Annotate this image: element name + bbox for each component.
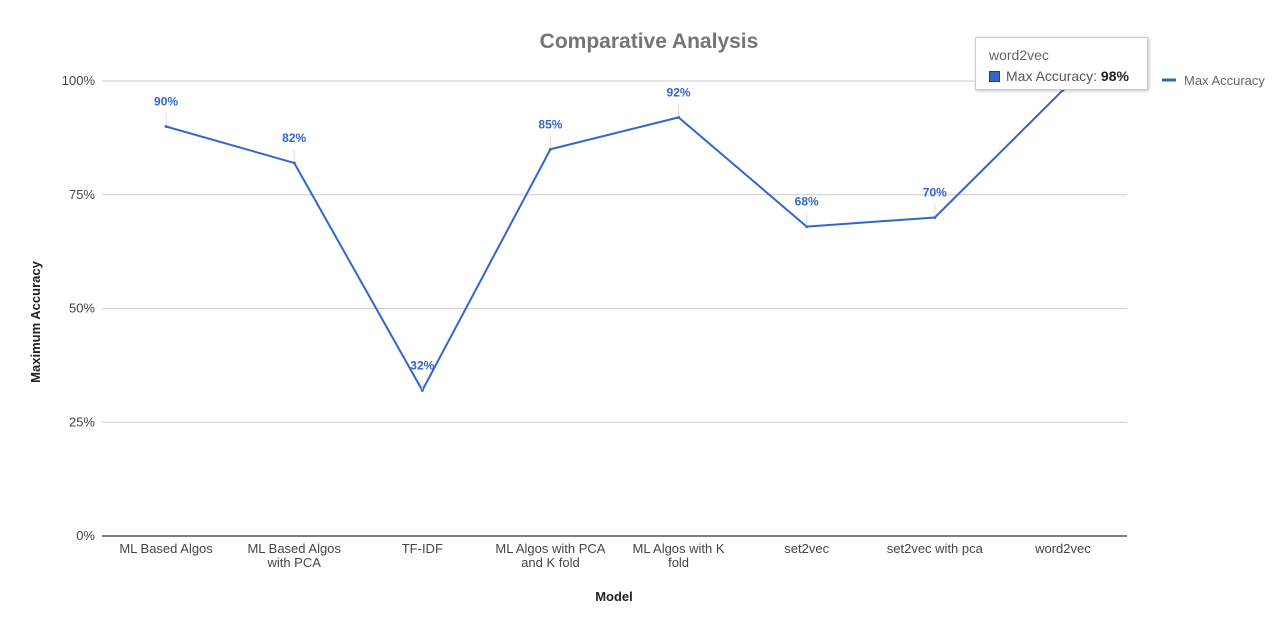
x-tick-label: word2vec [1034, 541, 1091, 556]
gridlines [102, 80, 1127, 537]
y-tick-label: 0% [76, 528, 95, 543]
data-label: 68% [795, 195, 819, 209]
legend-label: Max Accuracy [1184, 73, 1265, 88]
data-point [164, 125, 168, 128]
data-label: 82% [282, 131, 306, 145]
data-labels: 90% 82% 32% 85% 92% 68% 70% [154, 85, 947, 390]
x-tick-label: set2vec [784, 541, 829, 556]
tooltip-title: word2vec [989, 47, 1049, 63]
tooltip-series-label: Max Accuracy [1006, 68, 1094, 84]
legend-swatch-icon [1162, 78, 1176, 82]
tooltip: word2vec Max Accuracy: 98% [975, 37, 1148, 90]
series-line [165, 89, 1064, 392]
data-point [933, 216, 937, 219]
x-axis-ticks: ML Based Algos ML Based Algos with PCA TF-I… [119, 541, 1091, 570]
legend[interactable]: Max Accuracy [1162, 73, 1265, 88]
data-label: 70% [923, 186, 947, 200]
data-label: 92% [667, 85, 691, 99]
data-point [805, 225, 809, 229]
data-label: 32% [410, 358, 434, 372]
data-point [677, 115, 681, 119]
x-tick-label: ML Algos with PCA and K fold [495, 541, 605, 570]
series-lines [164, 88, 1065, 392]
data-label: 85% [538, 117, 562, 131]
tooltip-separator: : [1093, 68, 1098, 84]
data-point [292, 161, 296, 165]
y-tick-label: 25% [69, 414, 95, 429]
y-tick-label: 50% [69, 301, 95, 316]
data-point [548, 147, 552, 151]
tooltip-row: Max Accuracy: 98% [989, 68, 1129, 84]
chart-title: Comparative Analysis [540, 30, 759, 53]
x-tick-label: set2vec with pca [887, 541, 984, 556]
x-tick-label: TF-IDF [402, 541, 443, 556]
x-axis-title: Model [595, 589, 633, 604]
tooltip-swatch-icon [989, 71, 1000, 82]
y-tick-label: 100% [62, 73, 96, 88]
tooltip-value: 98% [1100, 68, 1129, 84]
data-point [420, 388, 424, 392]
y-axis-ticks: 0% 25% 50% 75% 100% [62, 73, 96, 543]
x-tick-label: ML Based Algos [119, 541, 213, 556]
data-label: 90% [154, 95, 178, 109]
y-axis-title: Maximum Accuracy [28, 260, 43, 382]
x-tick-label: ML Based Algos with PCA [247, 541, 341, 570]
y-tick-label: 75% [69, 187, 95, 202]
